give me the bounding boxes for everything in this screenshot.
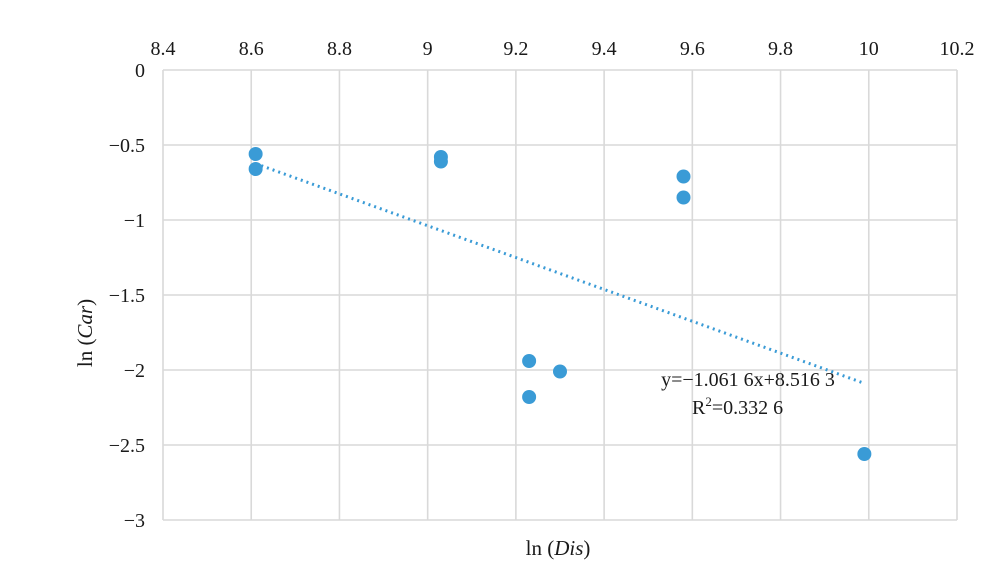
- data-point: [676, 169, 691, 184]
- x-tick-label: 9.2: [503, 38, 528, 60]
- data-points: [248, 147, 872, 461]
- data-point: [522, 354, 537, 368]
- y-axis-ticks: 0 −0.5 −1 −1.5 −2 −2.5 −3: [109, 60, 145, 532]
- x-tick-label: 10.2: [940, 38, 975, 60]
- x-axis-title: ln (Dis): [526, 536, 591, 560]
- x-tick-label: 8.4: [151, 38, 176, 60]
- x-tick-label: 9.4: [592, 38, 617, 60]
- equation-label: y=−1.061 6x+8.516 3: [661, 369, 835, 391]
- y-tick-label: −3: [124, 510, 145, 532]
- x-tick-label: 10: [859, 38, 879, 60]
- x-tick-label: 9.8: [768, 38, 793, 60]
- data-point: [676, 190, 691, 205]
- y-tick-label: −0.5: [109, 135, 145, 157]
- y-tick-label: 0: [135, 60, 145, 82]
- x-tick-label: 9: [423, 38, 433, 60]
- data-point: [857, 447, 872, 461]
- grid-lines: [162, 69, 958, 521]
- data-point: [433, 154, 448, 169]
- x-tick-label: 8.8: [327, 38, 352, 60]
- y-tick-label: −1.5: [109, 285, 145, 307]
- r-squared-label: R2=0.332 6: [692, 394, 783, 419]
- x-tick-label: 9.6: [680, 38, 705, 60]
- x-axis-ticks: 8.4 8.6 8.8 9 9.2 9.4 9.6 9.8 10 10.2: [151, 38, 975, 60]
- data-point: [553, 364, 567, 379]
- y-tick-label: −1: [124, 210, 145, 232]
- y-tick-label: −2: [124, 360, 145, 382]
- data-point: [248, 147, 263, 161]
- x-tick-label: 8.6: [239, 38, 264, 60]
- data-point: [522, 390, 537, 404]
- trendline-group: [255, 162, 865, 385]
- trendline: [255, 162, 865, 385]
- y-axis-title: ln (Car): [73, 299, 97, 367]
- data-point: [248, 162, 263, 176]
- y-tick-label: −2.5: [109, 435, 145, 457]
